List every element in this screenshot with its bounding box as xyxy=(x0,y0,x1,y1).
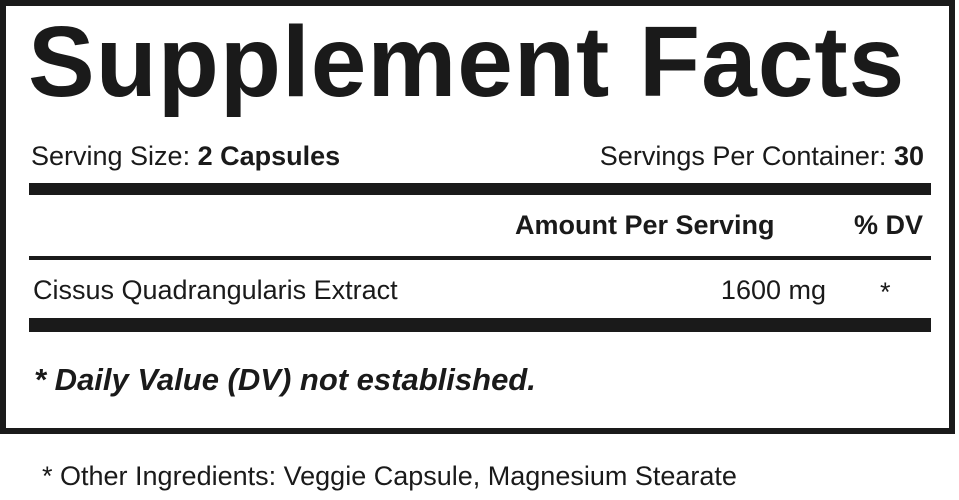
other-ingredients: * Other Ingredients: Veggie Capsule, Mag… xyxy=(42,461,737,491)
serving-size: Serving Size: 2 Capsules xyxy=(31,140,340,172)
serving-size-label: Serving Size: xyxy=(31,141,191,171)
servings-label: Servings Per Container: xyxy=(599,141,887,171)
thick-divider-bottom xyxy=(29,318,931,332)
ingredient-amount: 1600 mg xyxy=(720,275,826,305)
panel-title: Supplement Facts xyxy=(28,6,906,118)
amount-header: Amount Per Serving xyxy=(515,210,775,240)
thick-divider xyxy=(29,183,931,195)
servings-value: 30 xyxy=(893,141,924,171)
servings-per-container: Servings Per Container: 30 xyxy=(600,140,924,172)
dv-header: % DV xyxy=(853,210,923,240)
supplement-facts-panel xyxy=(0,0,955,434)
ingredient-name: Cissus Quadrangularis Extract xyxy=(33,275,398,305)
thin-divider xyxy=(29,256,931,260)
serving-size-value: 2 Capsules xyxy=(197,141,341,171)
ingredient-dv: * xyxy=(880,277,891,307)
daily-value-footnote: * Daily Value (DV) not established. xyxy=(34,362,536,397)
